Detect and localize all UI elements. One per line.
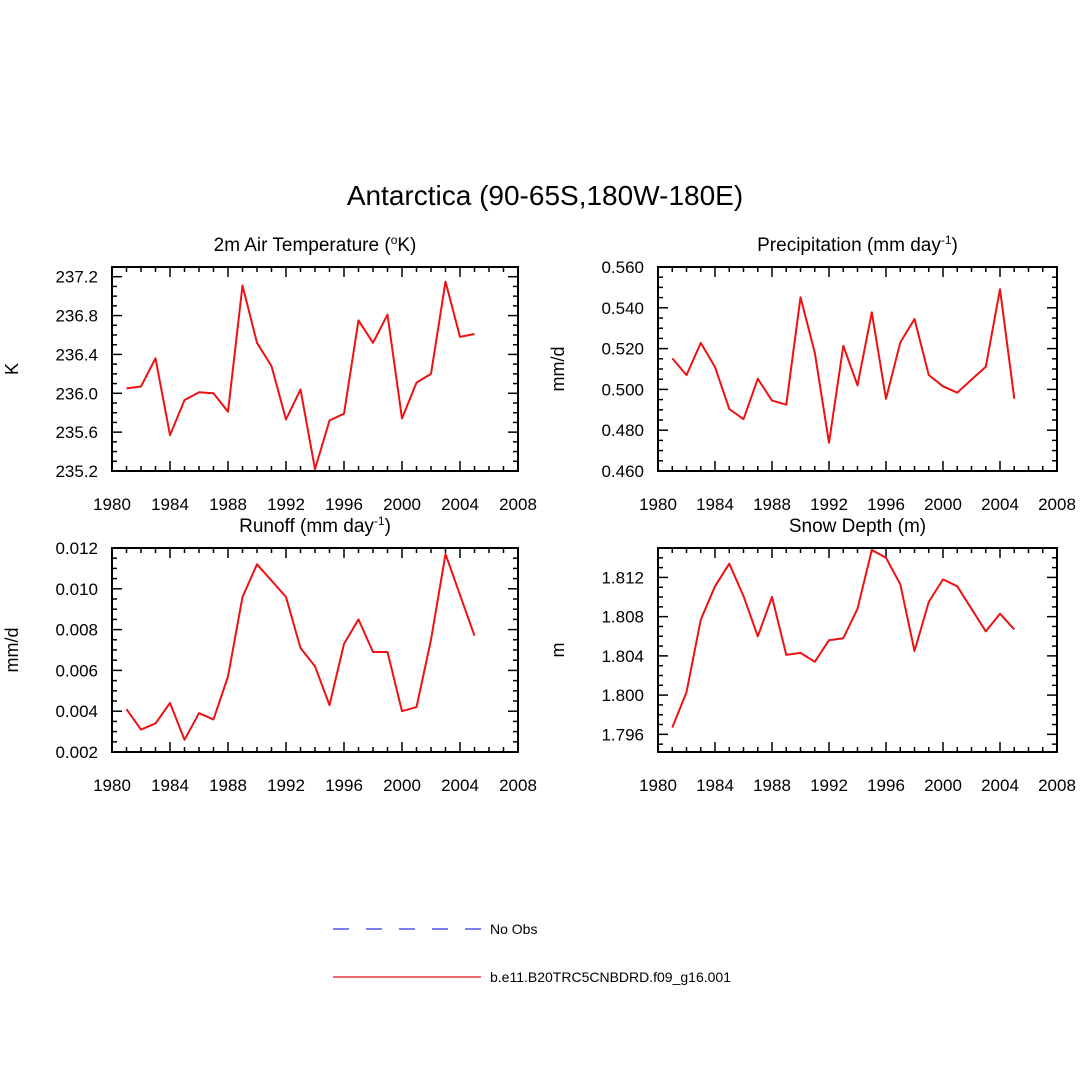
y-tick-label: 0.004 xyxy=(55,702,98,721)
x-tick-label: 1980 xyxy=(639,776,677,795)
y-tick-label: 1.796 xyxy=(601,725,644,744)
panel-title: Snow Depth (m) xyxy=(789,516,926,537)
x-tick-label: 1988 xyxy=(753,776,791,795)
x-tick-label: 1992 xyxy=(267,495,305,514)
x-tick-label: 1980 xyxy=(639,495,677,514)
x-tick-label: 1996 xyxy=(325,495,363,514)
x-tick-label: 2008 xyxy=(499,776,537,795)
panel-runoff: 1980 1984 1988 1992 1996 2000 2004 2008 0.002 0.0… xyxy=(2,514,537,795)
series-line xyxy=(126,280,475,471)
y-tick-label: 0.480 xyxy=(601,421,644,440)
series-line xyxy=(125,553,476,741)
x-tick-label: 2004 xyxy=(441,495,479,514)
y-tick-label: 0.560 xyxy=(601,258,644,277)
y-tick-label: 237.2 xyxy=(55,268,98,287)
series-line xyxy=(671,549,1016,728)
y-tick-label: 1.800 xyxy=(601,686,644,705)
y-tick-label: 236.0 xyxy=(55,384,98,403)
x-tick-label: 1996 xyxy=(867,776,905,795)
x-tick-label: 2008 xyxy=(1038,495,1076,514)
plot-frame xyxy=(657,547,1058,753)
x-tick-label: 2004 xyxy=(981,495,1019,514)
y-tick-label: 235.6 xyxy=(55,423,98,442)
y-axis-label: mm/d xyxy=(2,628,22,673)
panel-temperature: 1980 1984 1988 1992 1996 2000 2004 2008 235.2 235… xyxy=(2,233,537,514)
panel-title: Runoff (mm day-1) xyxy=(239,514,391,537)
x-tick-label: 1984 xyxy=(696,776,734,795)
x-tick-label: 1992 xyxy=(810,495,848,514)
y-tick-label: 236.4 xyxy=(55,345,98,364)
plot-frame xyxy=(111,547,519,753)
x-tick-label: 1988 xyxy=(209,495,247,514)
y-tick-label: 1.804 xyxy=(601,647,644,666)
x-tick-label: 2004 xyxy=(441,776,479,795)
x-tick-label: 1988 xyxy=(209,776,247,795)
y-tick-label: 235.2 xyxy=(55,462,98,481)
x-tick-label: 1988 xyxy=(753,495,791,514)
series-line xyxy=(671,288,1016,444)
legend-label: No Obs xyxy=(490,921,537,937)
x-tick-label: 2000 xyxy=(383,495,421,514)
x-tick-label: 2008 xyxy=(1038,776,1076,795)
y-tick-label: 0.520 xyxy=(601,340,644,359)
legend-label: b.e11.B20TRC5CNBDRD.f09_g16.001 xyxy=(490,969,731,985)
legend: No Obs b.e11.B20TRC5CNBDRD.f09_g16.001 xyxy=(333,921,731,985)
y-tick-label: 0.500 xyxy=(601,380,644,399)
panel-precipitation: 1980 1984 1988 1992 1996 2000 2004 2008 0.460 0.4… xyxy=(548,233,1076,514)
x-tick-label: 1980 xyxy=(93,776,131,795)
panel-title: Precipitation (mm day-1) xyxy=(757,233,958,256)
x-tick-label: 1996 xyxy=(867,495,905,514)
x-tick-label: 2008 xyxy=(499,495,537,514)
x-tick-label: 2000 xyxy=(924,495,962,514)
x-tick-label: 1996 xyxy=(325,776,363,795)
y-tick-label: 0.010 xyxy=(55,580,98,599)
panel-snow-depth: 1980 1984 1988 1992 1996 2000 2004 2008 1.796 1.8… xyxy=(548,516,1076,795)
y-tick-label: 0.006 xyxy=(55,661,98,680)
y-axis-label: m xyxy=(548,643,568,658)
y-axis-label: K xyxy=(2,363,22,375)
y-tick-label: 0.008 xyxy=(55,621,98,640)
x-tick-label: 1980 xyxy=(93,495,131,514)
figure-title: Antarctica (90-65S,180W-180E) xyxy=(346,180,744,211)
y-tick-label: 0.540 xyxy=(601,299,644,318)
x-tick-label: 1984 xyxy=(696,495,734,514)
plot-frame xyxy=(657,266,1058,472)
x-tick-label: 1992 xyxy=(810,776,848,795)
y-axis-label: mm/d xyxy=(548,347,568,392)
x-tick-label: 1992 xyxy=(267,776,305,795)
x-tick-label: 1984 xyxy=(151,776,189,795)
y-tick-label: 236.8 xyxy=(55,307,98,326)
plot-frame xyxy=(111,266,519,472)
x-tick-label: 2004 xyxy=(981,776,1019,795)
x-tick-label: 2000 xyxy=(383,776,421,795)
x-tick-label: 1984 xyxy=(151,495,189,514)
y-tick-label: 1.808 xyxy=(601,608,644,627)
y-tick-label: 0.460 xyxy=(601,462,644,481)
panel-title: 2m Air Temperature (oK) xyxy=(214,233,417,256)
y-tick-label: 0.012 xyxy=(55,539,98,558)
x-tick-label: 2000 xyxy=(924,776,962,795)
y-tick-label: 0.002 xyxy=(55,743,98,762)
y-tick-label: 1.812 xyxy=(601,568,644,587)
